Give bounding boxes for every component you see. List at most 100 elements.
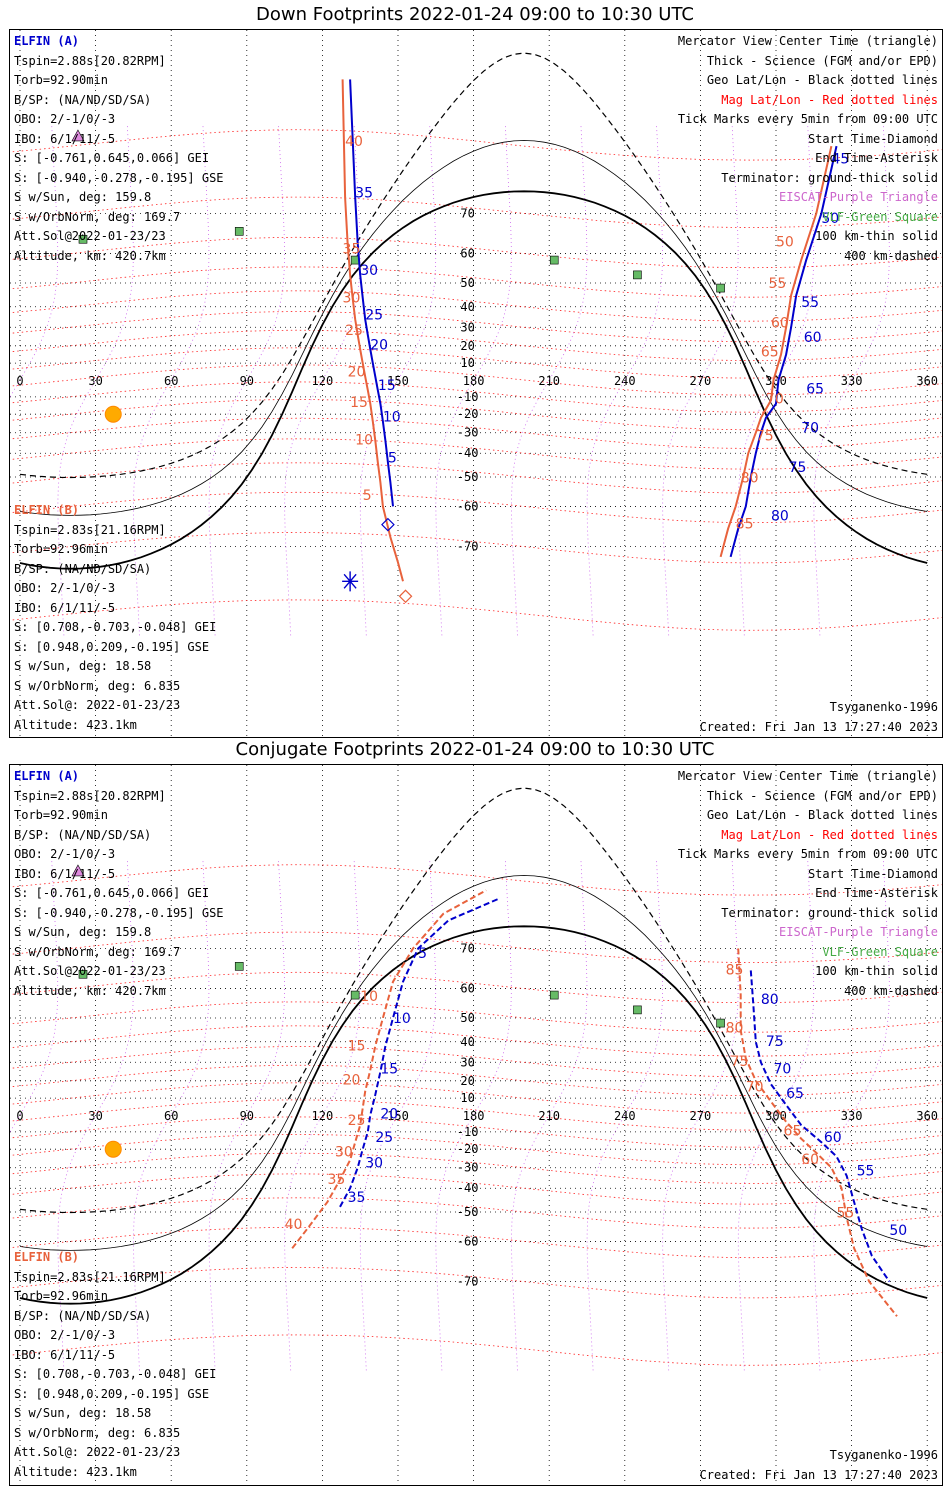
elfin-a-line: Altitude, km: 420.7km	[14, 248, 166, 263]
mag-lon-line	[586, 859, 663, 1371]
mag-lon-line	[57, 859, 134, 1371]
elfin-b-line: Att.Sol@: 2022-01-23/23	[14, 698, 181, 712]
view-center-triangle	[71, 129, 85, 142]
lon-tick-label: 30	[88, 374, 102, 388]
tick-time-label: 20	[348, 365, 366, 381]
lon-tick-label: 60	[164, 1109, 178, 1123]
mag-lat-line	[10, 1046, 942, 1078]
mag-lon-line	[586, 124, 663, 636]
mag-lat-line	[10, 311, 942, 343]
legend-entry: Thick - Science (FGM and/or EPD)	[706, 53, 938, 68]
legend-entry: Mercator View Center Time (triangle)	[677, 34, 938, 48]
vlf-station-square	[716, 283, 725, 293]
model-label: Tsyganenko-1996	[829, 700, 938, 714]
lat-tick-label: 10	[460, 356, 474, 370]
mag-lon-line	[511, 124, 588, 636]
lat-tick-label: 20	[460, 1074, 474, 1088]
terminator-100km	[19, 140, 928, 516]
lat-tick-label: -50	[457, 1205, 479, 1219]
lon-tick-label: 270	[690, 1109, 712, 1123]
elfin-a-line: S w/Sun, deg: 159.8	[14, 190, 152, 204]
lat-tick-label: 60	[460, 247, 474, 261]
lat-tick-label: -70	[457, 1275, 479, 1289]
tick-time-label: 25	[348, 1113, 366, 1129]
mag-lon-line	[662, 859, 739, 1371]
elfin-a-line: B/SP: (NA/ND/SD/SA)	[14, 827, 152, 842]
legend-entry: Mag Lat/Lon - Red dotted lines	[721, 92, 938, 107]
lon-tick-label: 60	[164, 374, 178, 388]
lat-tick-label: -40	[457, 446, 479, 460]
down-footprints-panel: 0 30 60 90 120 150 180 210 240 270 300 330 360 -70 -60…	[9, 29, 943, 738]
elfin-a-line: Altitude, km: 420.7km	[14, 983, 166, 998]
lon-tick-label: 360	[916, 374, 938, 388]
lon-tick-label: 90	[240, 374, 254, 388]
tick-time-label: 55	[857, 1164, 875, 1180]
lat-tick-label: 60	[460, 982, 474, 996]
tick-time-label: 40	[345, 134, 363, 150]
vlf-station-square	[78, 969, 88, 979]
footprint-trace	[349, 79, 394, 507]
mag-lon-line	[10, 859, 59, 1134]
lat-tick-label: 40	[460, 1035, 474, 1049]
elfin-a-line: Att.Sol@2022-01-23/23	[14, 964, 166, 978]
lon-tick-label: 150	[387, 1109, 409, 1123]
vlf-station-square	[350, 990, 360, 1000]
mag-lon-line	[57, 124, 134, 636]
lon-tick-label: 120	[312, 1109, 334, 1123]
terminator-400km	[19, 52, 928, 479]
tick-time-label: 80	[726, 1021, 744, 1037]
elfin-b-line: Att.Sol@: 2022-01-23/23	[14, 1445, 181, 1459]
lat-tick-label: -30	[457, 1161, 479, 1175]
legend-entry: Thick - Science (FGM and/or EPD)	[706, 788, 938, 803]
start-diamond-a	[381, 517, 395, 532]
tick-time-label: 75	[731, 1054, 749, 1070]
mag-lat-line	[10, 1001, 942, 1033]
elfin-b-line: B/SP: (NA/ND/SD/SA)	[14, 1308, 152, 1323]
legend-entry: Geo Lat/Lon - Black dotted lines	[706, 73, 938, 87]
legend-entry: EISCAT-Purple Triangle	[779, 190, 938, 204]
legend-entry: Start Time-Diamond	[807, 866, 938, 881]
elfin-b-line: S: [0.948,0.209,-0.195] GSE	[14, 1386, 210, 1401]
elfin-a-info: ELFIN (A) Tspin=2.88s[20.82RPM] Torb=92.…	[14, 767, 224, 1001]
down-panel-title: Down Footprints 2022-01-24 09:00 to 10:3…	[256, 4, 694, 25]
vlf-station-square	[716, 1018, 725, 1028]
tick-time-label: 70	[773, 1062, 791, 1078]
mag-lon-line	[813, 124, 890, 636]
conjugate-footprints-map: 0 30 60 90 120 150 180 210 240 270 300 330 360 -70 -60…	[10, 765, 942, 1485]
lat-tick-label: -20	[457, 1142, 479, 1156]
lon-tick-label: 240	[614, 374, 636, 388]
mag-lon-line	[284, 859, 361, 1371]
sun-icon	[104, 405, 122, 423]
legend-entry: EISCAT-Purple Triangle	[779, 925, 938, 939]
tick-time-label: 85	[726, 962, 744, 978]
conjugate-footprints-panel: 0 30 60 90 120 150 180 210 240 270 300 330 360 -70 -60…	[9, 764, 943, 1486]
lat-tick-label: -20	[457, 407, 479, 421]
lon-tick-label: 150	[387, 374, 409, 388]
legend-entry: Terminator: ground-thick solid	[721, 905, 938, 920]
lon-tick-label: 180	[463, 1109, 485, 1123]
tick-time-label: 80	[771, 509, 789, 525]
tick-time-label: 35	[355, 186, 373, 202]
tick-time-label: 55	[801, 295, 819, 311]
tick-time-label: 80	[761, 992, 779, 1008]
tick-time-label: 75	[789, 460, 807, 476]
mag-lon-line	[435, 859, 512, 1371]
mag-lon-line	[435, 124, 512, 636]
lon-tick-label: 270	[690, 374, 712, 388]
vlf-station-square	[549, 255, 559, 265]
lon-tick-label: 30	[88, 1109, 102, 1123]
tick-time-label: 20	[370, 337, 388, 353]
tick-time-label: 30	[335, 1144, 353, 1160]
lon-tick-label: 330	[841, 1109, 863, 1123]
legend-entry: Terminator: ground-thick solid	[721, 170, 938, 185]
tick-time-label: 10	[383, 409, 401, 425]
tick-time-label: 5	[363, 488, 372, 504]
mag-lon-line	[10, 124, 59, 399]
elfin-a-line: OBO: 2/-1/0/-3	[14, 847, 116, 861]
tick-time-label: 75	[766, 1034, 784, 1050]
lon-tick-label: 300	[765, 1109, 787, 1123]
elfin-b-info: ELFIN (B) Tspin=2.83s[21.16RPM] Torb=92.…	[14, 1248, 216, 1482]
legend-entry: 100 km-thin solid	[815, 964, 938, 978]
vlf-station-square	[78, 234, 88, 244]
lat-tick-label: 50	[460, 1011, 474, 1025]
